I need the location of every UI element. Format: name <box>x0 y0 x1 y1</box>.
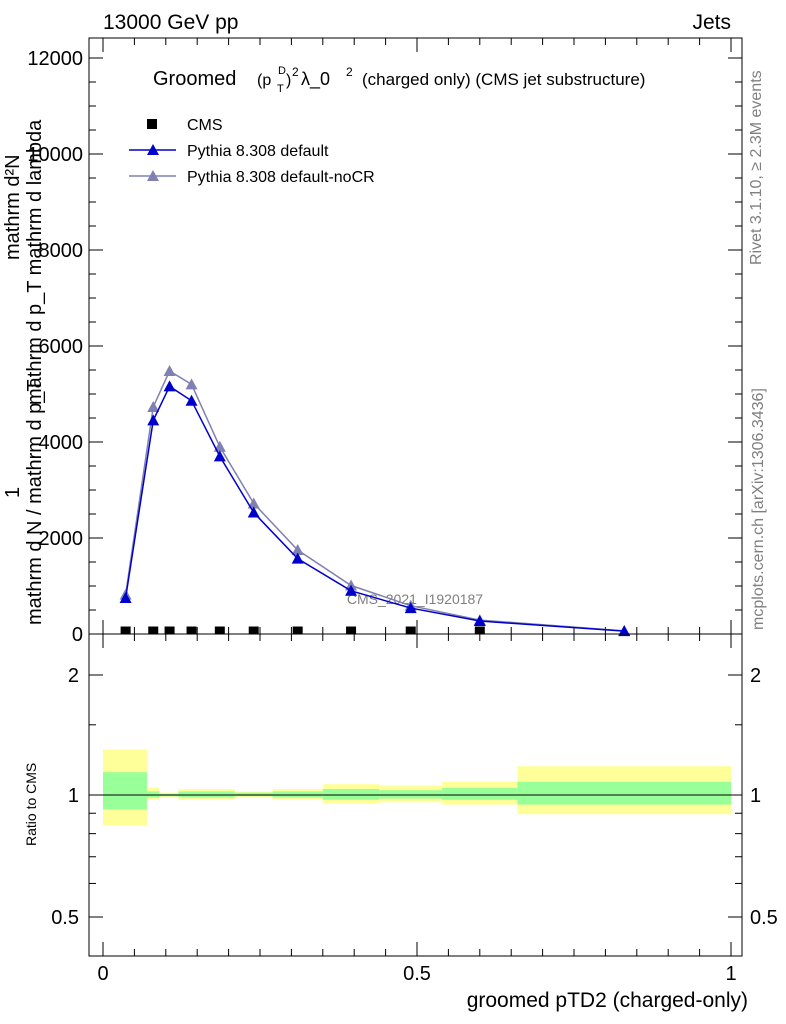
legend-nocr-marker <box>147 170 159 181</box>
x-tick-label: 0 <box>97 963 108 985</box>
y-axis-label: 1 mathrm d N / mathrm d p_T mathrm d²N m… <box>2 119 46 625</box>
ratio-y-tick-label: 1 <box>68 785 79 807</box>
plot-title-pt: (p <box>257 72 271 89</box>
ratio-band-inner <box>272 791 323 798</box>
series-point-default <box>247 506 260 518</box>
series-point-default <box>119 592 132 603</box>
main-y-tick-label: 4000 <box>39 432 84 454</box>
legend-cms-marker <box>147 119 157 129</box>
cms-point <box>164 626 175 635</box>
series-point-nocr <box>163 364 176 376</box>
main-y-tick-label: 8000 <box>39 240 84 262</box>
y-axis-label-left-num: 1 <box>2 487 24 498</box>
ratio-band-inner <box>146 791 160 798</box>
x-axis-label: groomed pTD2 (charged-only) <box>467 989 748 1012</box>
rivet-label: Rivet 3.1.10, ≥ 2.3M events <box>748 70 765 265</box>
legend-default-marker <box>147 144 159 155</box>
ratio-y-tick-label: 2 <box>68 665 79 687</box>
ratio-band-inner <box>178 791 204 798</box>
cms-point <box>186 626 197 635</box>
x-tick-label: 0.5 <box>403 963 431 985</box>
series-point-default <box>185 394 198 406</box>
main-y-tick-label: 0 <box>72 624 83 646</box>
x-tick-label: 1 <box>725 963 736 985</box>
cms-point <box>474 626 485 635</box>
cms-point <box>120 626 131 635</box>
series-point-default <box>473 615 486 627</box>
series-point-nocr <box>291 544 304 555</box>
series-point-nocr <box>247 497 260 509</box>
series-point-default <box>618 625 631 637</box>
main-y-ticks: 0 2000 4000 6000 8000 10000 12000 <box>27 48 742 646</box>
plot-title-prefix: Groomed <box>153 68 236 90</box>
series-point-default <box>345 584 358 596</box>
ratio-band-inner <box>379 790 443 799</box>
plot-title: Groomed (p D T ) 2 λ_0 2 (charged only) … <box>153 65 645 95</box>
cms-point <box>405 626 416 635</box>
cms-point <box>248 626 259 635</box>
ratio-band-inner <box>517 781 731 805</box>
series-point-default <box>213 450 226 462</box>
y-axis-label-left-den: mathrm d N / mathrm d p_T <box>24 379 46 625</box>
plot-title-suffix: (charged only) (CMS jet substructure) <box>362 70 645 89</box>
plot-title-sq: 2 <box>292 65 299 79</box>
series-point-default <box>404 602 417 614</box>
series-point-default <box>291 552 304 564</box>
ratio-y-axis-label: Ratio to CMS <box>23 763 39 846</box>
y-axis-label-num: mathrm d²N <box>2 154 24 260</box>
ratio-y-tick-label: 0.5 <box>51 907 79 929</box>
series-point-nocr <box>147 400 160 412</box>
series-point-nocr <box>185 378 198 390</box>
plot-title-pt-sup: D <box>278 65 286 77</box>
ratio-band-inner <box>103 772 147 810</box>
cms-points <box>120 626 485 635</box>
legend-nocr-label: Pythia 8.308 default-noCR <box>187 169 375 186</box>
series-point-default <box>163 380 176 392</box>
series-layer <box>119 364 631 637</box>
legend-default-label: Pythia 8.308 default <box>187 143 329 160</box>
cms-point <box>292 626 303 635</box>
ratio-band-inner <box>322 789 380 800</box>
cms-point <box>148 626 159 635</box>
plot-title-pt-sub: T <box>277 83 284 95</box>
plot-title-lambda-sq: 2 <box>346 65 353 79</box>
header-energy-label: 13000 GeV pp <box>103 11 238 34</box>
main-y-tick-label: 6000 <box>39 336 84 358</box>
header-jets-label: Jets <box>692 11 731 34</box>
cms-point <box>214 626 225 635</box>
series-point-nocr <box>213 440 226 452</box>
y-axis-label-den: mathrm d p_T mathrm d lambda <box>24 119 46 405</box>
legend: CMS Pythia 8.308 default Pythia 8.308 de… <box>129 117 375 186</box>
ratio-y-ticks: 0.5 0.5 1 1 2 2 <box>51 665 778 929</box>
ratio-band-inner <box>203 791 235 798</box>
mcplots-label: mcplots.cern.ch [arXiv:1306.3436] <box>750 388 767 630</box>
analysis-label: CMS_2021_I1920187 <box>347 591 483 607</box>
ratio-y-tick-label-right: 0.5 <box>750 907 778 929</box>
ratio-band-inner <box>234 792 273 797</box>
ratio-x-ticks: 0 0.5 1 <box>97 634 737 985</box>
cms-point <box>346 626 357 635</box>
main-y-tick-label: 12000 <box>27 48 83 70</box>
main-y-tick-label: 10000 <box>27 144 83 166</box>
legend-cms-label: CMS <box>187 117 223 134</box>
ratio-bands <box>103 749 731 825</box>
plot-title-lambda: λ_0 <box>301 69 330 90</box>
ratio-y-tick-label-right: 2 <box>750 665 761 687</box>
main-y-tick-label: 2000 <box>39 528 84 550</box>
series-point-default <box>147 414 160 426</box>
ratio-y-tick-label-right: 1 <box>750 785 761 807</box>
ratio-band-inner <box>442 787 518 800</box>
plot-title-close: ) <box>286 72 291 89</box>
